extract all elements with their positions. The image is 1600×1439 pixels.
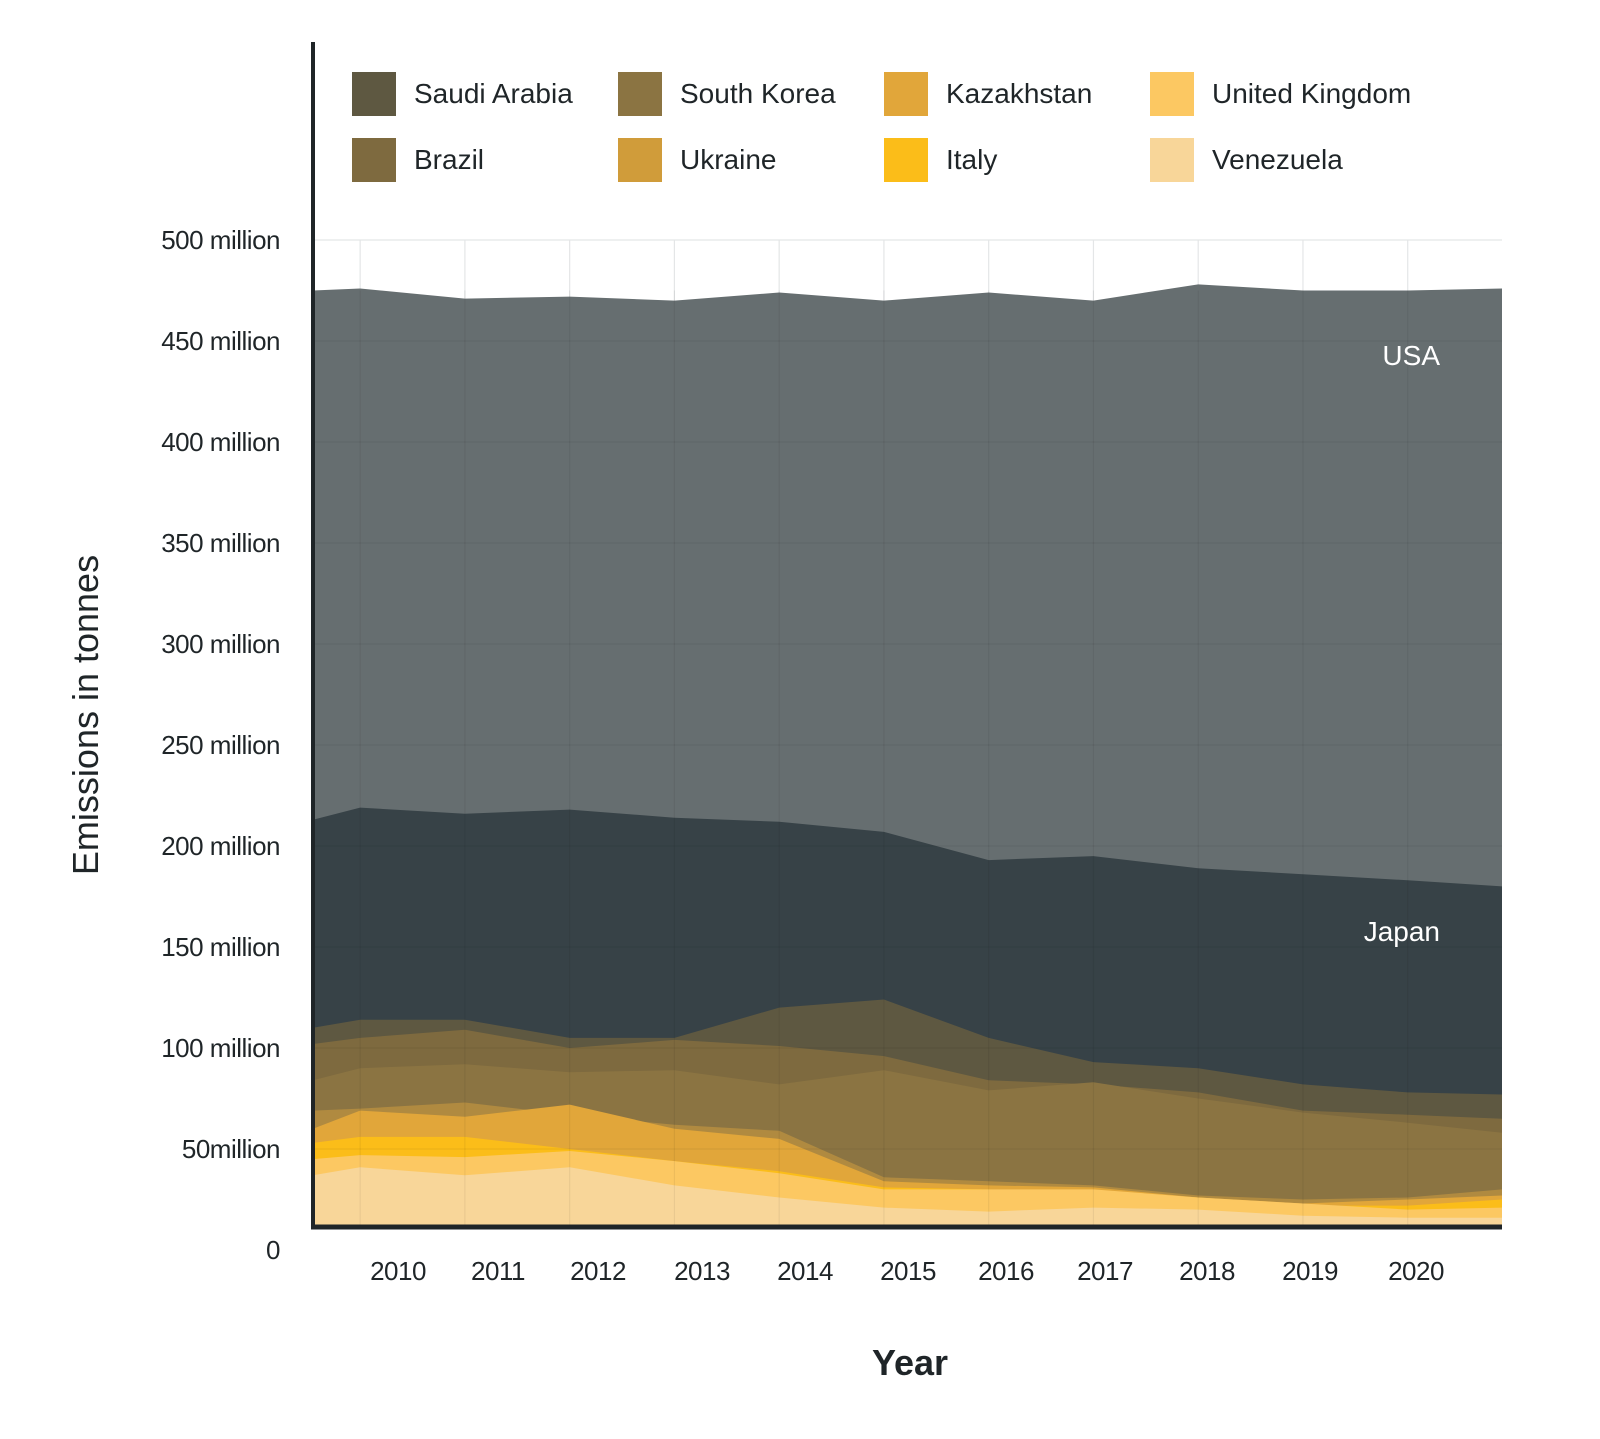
legend-item-saudi-arabia: Saudi Arabia <box>352 72 618 116</box>
legend-label: Italy <box>946 144 998 175</box>
y-tick-label: 200 million <box>161 831 280 861</box>
x-tick-label: 2015 <box>880 1256 936 1286</box>
x-tick-label: 2013 <box>674 1256 730 1286</box>
x-tick-label: 2010 <box>370 1256 426 1286</box>
legend-swatch <box>1150 72 1194 116</box>
legend-label: Saudi Arabia <box>414 78 573 109</box>
vertical-grid-overlay <box>313 290 1502 1225</box>
legend-swatch <box>884 72 928 116</box>
y-tick-label: 400 million <box>161 427 280 457</box>
x-axis-ticks: 2010 2011 2012 2013 2014 2015 2016 2017 2018 2019… <box>370 1256 1444 1286</box>
legend-item-brazil: Brazil <box>352 138 618 182</box>
legend-swatch <box>618 72 662 116</box>
legend-swatch <box>352 72 396 116</box>
legend-item-ukraine: Ukraine <box>618 138 884 182</box>
y-axis-title: Emissions in tonnes <box>65 555 106 875</box>
x-tick-label: 2014 <box>777 1256 833 1286</box>
y-tick-label: 350 million <box>161 528 280 558</box>
y-tick-label: 0 <box>266 1235 280 1265</box>
legend-item-italy: Italy <box>884 138 1150 182</box>
x-tick-label: 2016 <box>978 1256 1034 1286</box>
y-axis-ticks: 0 50million 100 million 150 million 200 mill… <box>161 225 280 1265</box>
legend-label: Kazakhstan <box>946 78 1093 109</box>
legend-label: Brazil <box>414 144 485 175</box>
legend-item-united-kingdom: United Kingdom <box>1150 72 1450 116</box>
y-tick-label: 300 million <box>161 629 280 659</box>
y-tick-label: 250 million <box>161 730 280 760</box>
x-tick-label: 2011 <box>471 1256 525 1286</box>
area-series-group <box>313 284 1502 1225</box>
x-tick-label: 2019 <box>1282 1256 1338 1286</box>
legend-label: Ukraine <box>680 144 777 175</box>
legend-label: Venezuela <box>1212 144 1343 175</box>
japan-area-label: Japan <box>1364 916 1440 947</box>
legend-swatch <box>352 138 396 182</box>
x-tick-label: 2018 <box>1179 1256 1235 1286</box>
x-tick-label: 2020 <box>1388 1256 1444 1286</box>
legend-swatch <box>884 138 928 182</box>
area-venezuela <box>313 1167 1502 1225</box>
usa-area-label: USA <box>1382 340 1440 371</box>
y-tick-label: 150 million <box>161 932 280 962</box>
legend-item-venezuela: Venezuela <box>1150 138 1450 182</box>
y-tick-label: 50million <box>182 1134 280 1164</box>
legend-swatch <box>1150 138 1194 182</box>
x-axis-title: Year <box>872 1342 948 1383</box>
y-tick-label: 500 million <box>161 225 280 255</box>
y-tick-label: 100 million <box>161 1033 280 1063</box>
legend-item-south-korea: South Korea <box>618 72 884 116</box>
legend: Saudi Arabia South Korea Kazakhstan United … <box>352 72 1492 182</box>
legend-label: South Korea <box>680 78 836 109</box>
legend-label: United Kingdom <box>1212 78 1412 109</box>
legend-item-kazakhstan: Kazakhstan <box>884 72 1150 116</box>
y-tick-label: 450 million <box>161 326 280 356</box>
x-tick-label: 2017 <box>1077 1256 1133 1286</box>
legend-swatch <box>618 138 662 182</box>
x-tick-label: 2012 <box>570 1256 626 1286</box>
